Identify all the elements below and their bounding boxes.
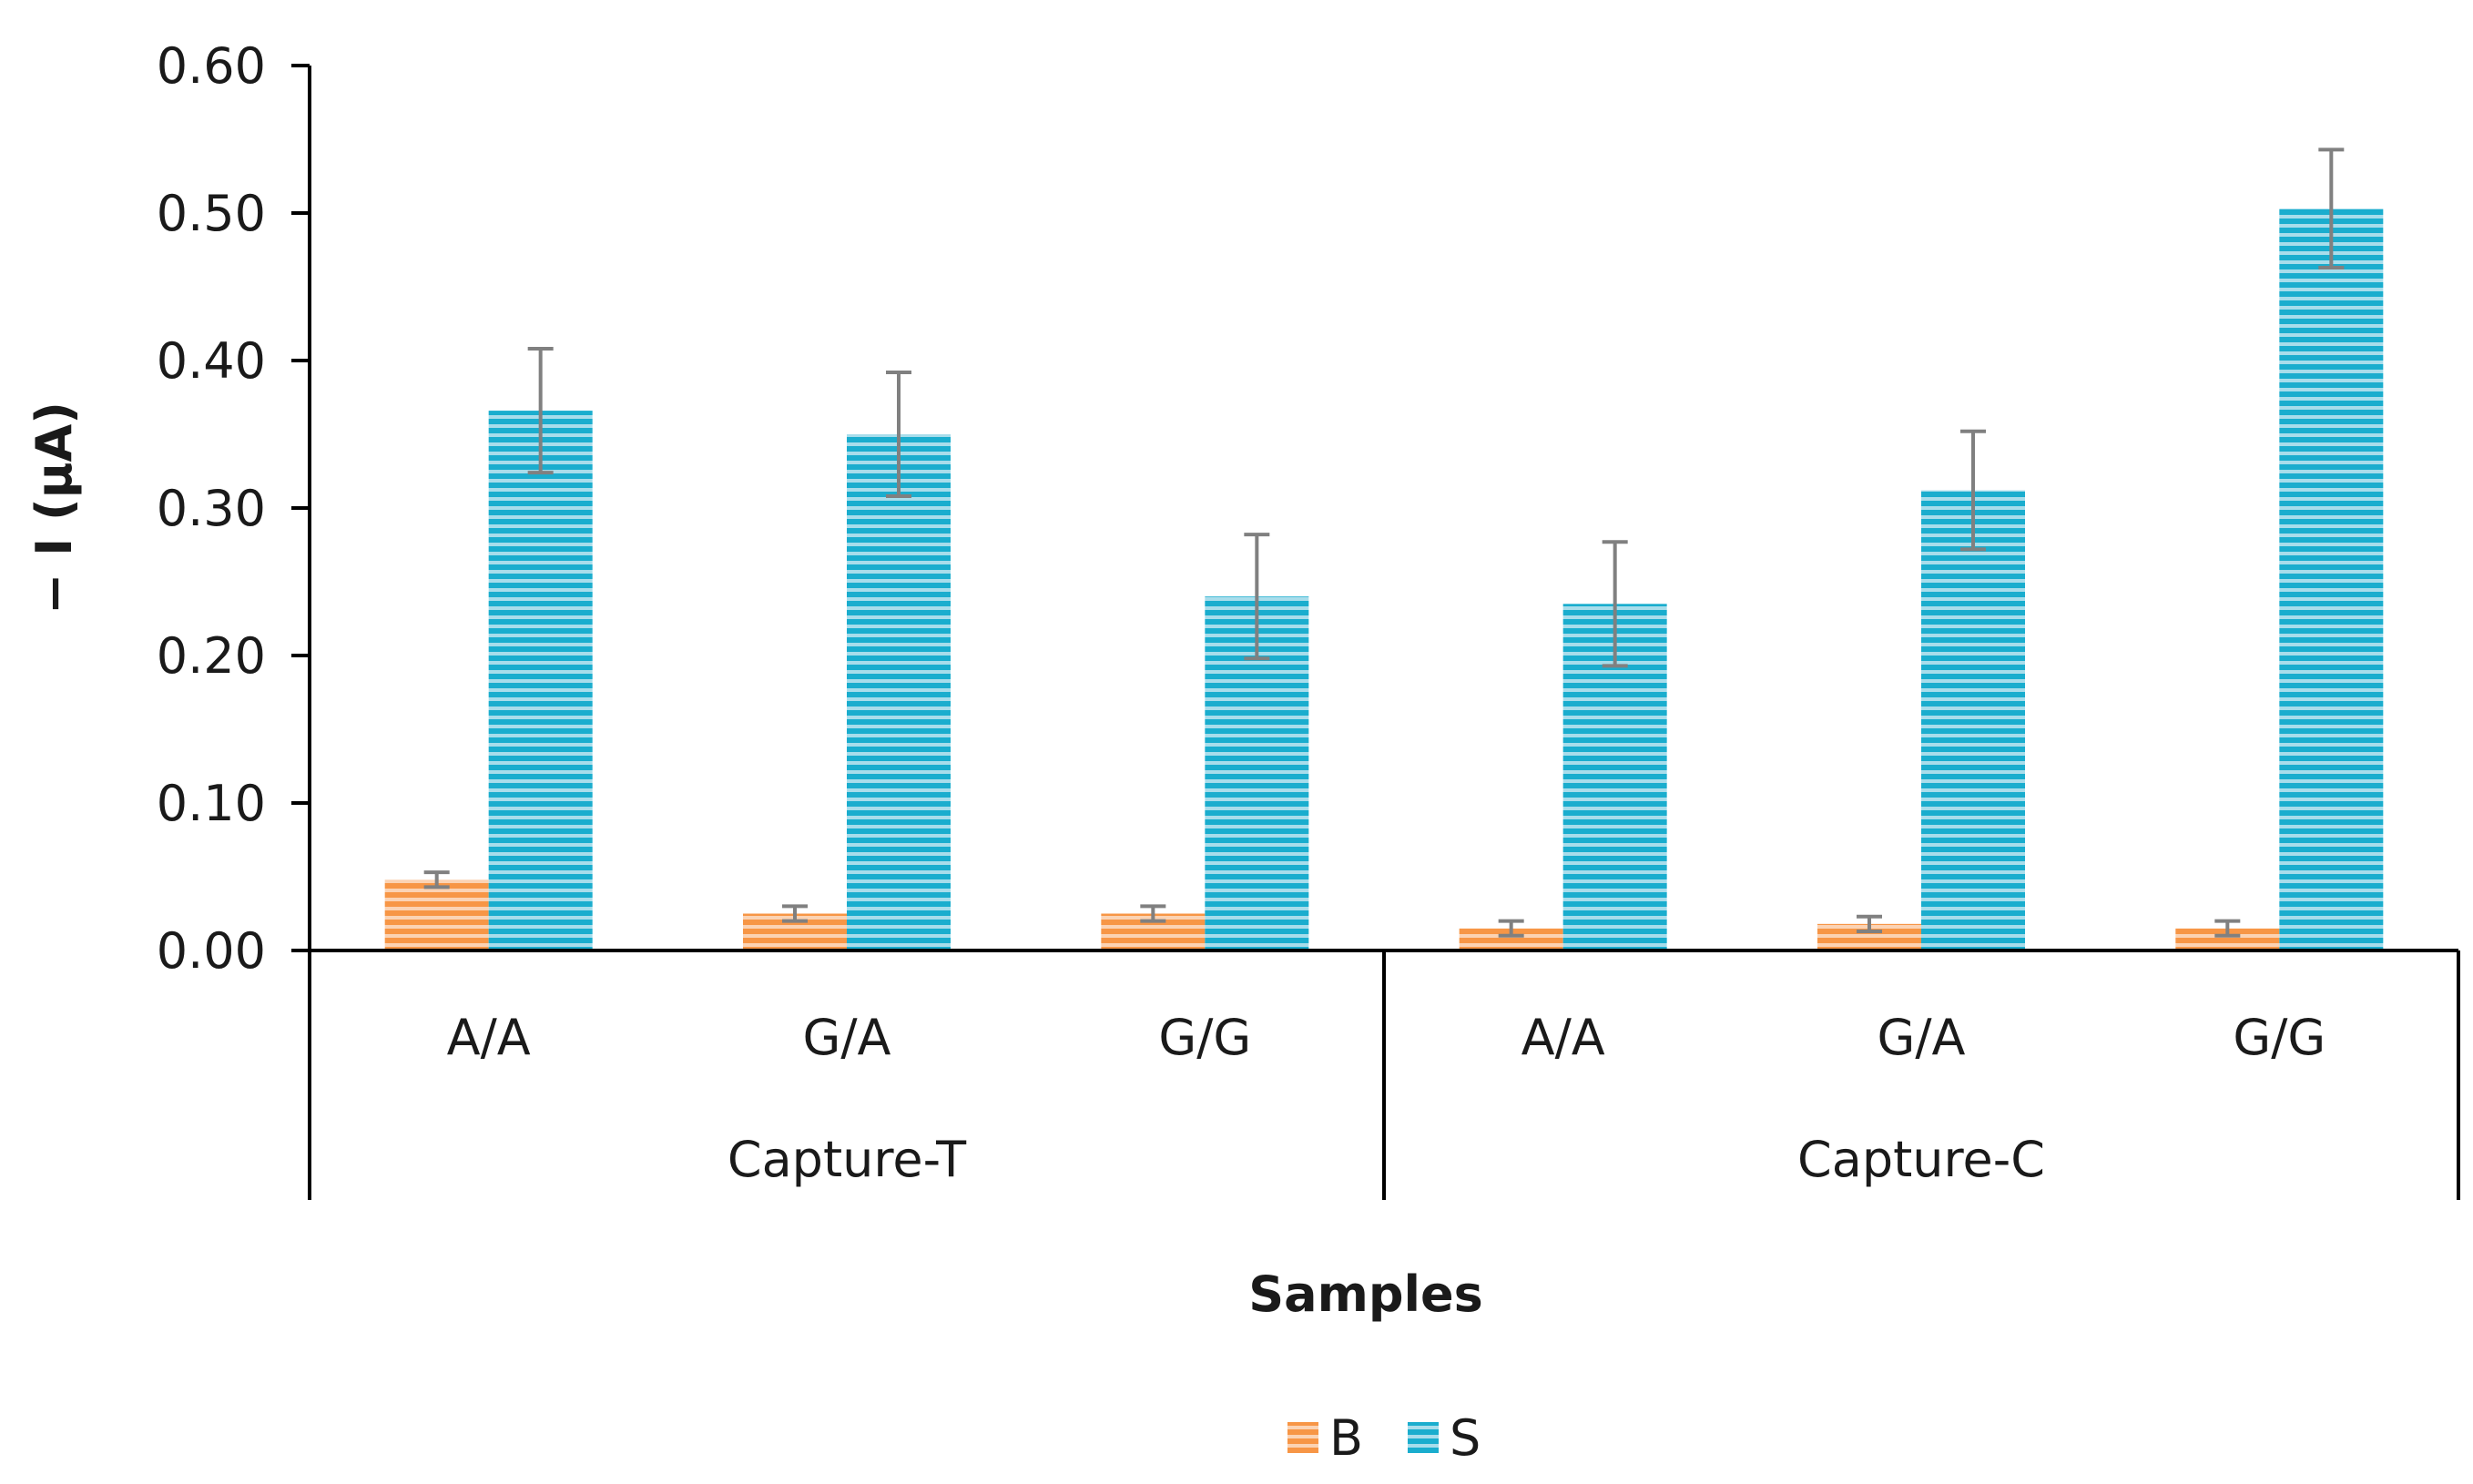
bar-s bbox=[488, 411, 593, 951]
category-label: G/G bbox=[2233, 1009, 2325, 1066]
y-tick-label: 0.20 bbox=[157, 627, 266, 685]
y-tick-label: 0.50 bbox=[157, 185, 266, 242]
group-labels: Capture-T Capture-C bbox=[728, 1131, 2045, 1188]
error-bars bbox=[423, 147, 2345, 938]
legend: B S bbox=[1287, 1409, 1481, 1467]
group-label: Capture-C bbox=[1797, 1131, 2045, 1188]
category-labels: A/A G/A G/G A/A G/A G/G bbox=[447, 1009, 2326, 1066]
y-axis-title: − I (µA) bbox=[25, 401, 83, 615]
category-label: G/A bbox=[1878, 1009, 1966, 1066]
y-tick-label: 0.10 bbox=[157, 775, 266, 832]
y-tick-label: 0.30 bbox=[157, 480, 266, 537]
bar-s bbox=[1921, 490, 2025, 950]
legend-label-s: S bbox=[1450, 1409, 1481, 1467]
group-label: Capture-T bbox=[728, 1131, 967, 1188]
y-tick-label: 0.60 bbox=[157, 37, 266, 95]
bar-s bbox=[2279, 208, 2384, 950]
category-label: A/A bbox=[447, 1009, 531, 1066]
bar-b bbox=[384, 879, 489, 950]
y-axis-ticks bbox=[291, 64, 310, 952]
legend-swatch-b bbox=[1287, 1422, 1318, 1453]
bar-s bbox=[847, 434, 951, 950]
category-label: G/G bbox=[1158, 1009, 1251, 1066]
legend-swatch-s bbox=[1408, 1422, 1439, 1453]
category-label: G/A bbox=[803, 1009, 891, 1066]
x-axis-title: Samples bbox=[1248, 1265, 1483, 1323]
y-tick-label: 0.00 bbox=[157, 922, 266, 980]
bars bbox=[384, 208, 2384, 951]
legend-label-b: B bbox=[1329, 1409, 1363, 1467]
y-tick-label: 0.40 bbox=[157, 332, 266, 390]
y-tick-labels: 0.00 0.10 0.20 0.30 0.40 0.50 0.60 bbox=[157, 37, 266, 980]
category-label: A/A bbox=[1521, 1009, 1605, 1066]
group-dividers bbox=[1382, 950, 2460, 1200]
